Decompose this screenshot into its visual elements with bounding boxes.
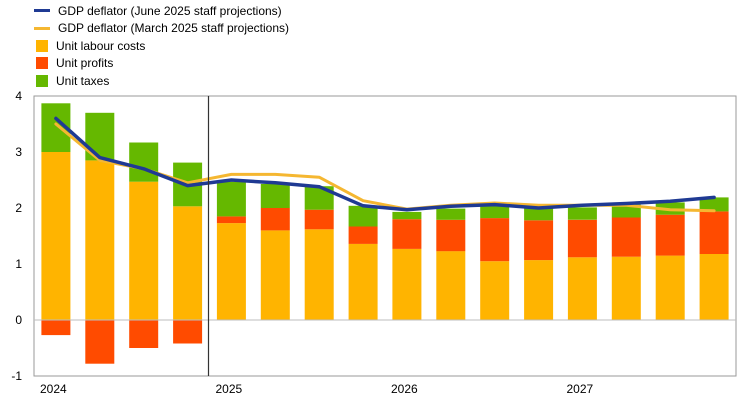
bar-unit-profits-2025Q3 [304, 209, 334, 230]
bar-unit-profits-2025Q4 [348, 226, 378, 244]
bar-unit-profits-2027Q1 [567, 219, 597, 258]
bar-unit-profits-2025Q2 [260, 208, 290, 231]
bar-unit-profits-2024Q3 [129, 320, 159, 348]
x-tick-label-2024: 2024 [40, 382, 67, 396]
x-tick-label-2025: 2025 [216, 382, 243, 396]
bar-unit-profits-2026Q1 [392, 219, 422, 249]
legend: GDP deflator (June 2025 staff projection… [34, 2, 289, 90]
y-tick-label: 4 [15, 89, 22, 103]
bar-unit-taxes-2025Q3 [304, 186, 334, 210]
bar-unit-profits-2027Q2 [611, 217, 641, 257]
bar-unit-profits-2027Q4 [699, 211, 729, 254]
bar-unit-labour-costs-2025Q2 [260, 230, 290, 320]
legend-item-march-deflator: GDP deflator (March 2025 staff projectio… [34, 20, 289, 38]
legend-item-unit-labour-costs: Unit labour costs [34, 37, 289, 55]
legend-label-unit-labour-costs: Unit labour costs [56, 38, 146, 53]
legend-swatch-unit-taxes [36, 74, 48, 87]
bar-unit-profits-2026Q4 [524, 220, 554, 261]
bar-unit-profits-2027Q3 [655, 214, 685, 256]
bar-unit-taxes-2027Q2 [611, 204, 641, 218]
bar-unit-taxes-2025Q4 [348, 205, 378, 227]
bar-unit-labour-costs-2025Q4 [348, 243, 378, 320]
bar-unit-taxes-2025Q1 [216, 181, 246, 217]
legend-label-june-deflator: GDP deflator (June 2025 staff projection… [58, 3, 282, 18]
bar-unit-taxes-2026Q3 [480, 205, 510, 219]
bar-unit-taxes-2025Q2 [260, 183, 290, 208]
legend-item-unit-profits: Unit profits [34, 55, 289, 73]
bar-unit-taxes-2027Q4 [699, 197, 729, 212]
bar-unit-labour-costs-2024Q3 [129, 181, 159, 320]
bar-unit-labour-costs-2026Q2 [436, 251, 466, 320]
line-gdp-deflator-june [54, 116, 716, 212]
bar-unit-profits-2025Q1 [216, 216, 246, 224]
y-tick-label: 2 [15, 201, 22, 215]
y-tick-label: 1 [15, 257, 22, 271]
y-tick-label: 0 [15, 313, 22, 327]
legend-swatch-unit-labour-costs [36, 39, 48, 52]
bar-unit-labour-costs-2026Q4 [524, 260, 554, 320]
bar-unit-taxes-2027Q1 [567, 207, 597, 220]
legend-label-march-deflator: GDP deflator (March 2025 staff projectio… [58, 21, 289, 36]
bar-unit-profits-2024Q2 [85, 320, 115, 364]
bar-unit-labour-costs-2026Q3 [480, 261, 510, 320]
plot-border [33, 95, 737, 377]
bar-unit-labour-costs-2024Q4 [173, 206, 203, 320]
bar-unit-labour-costs-2025Q3 [304, 229, 334, 320]
bar-unit-labour-costs-2024Q2 [85, 160, 115, 320]
x-tick-label-2026: 2026 [391, 382, 418, 396]
bar-unit-labour-costs-2027Q3 [655, 255, 685, 320]
y-tick-label: 3 [15, 145, 22, 159]
bar-unit-taxes-2026Q4 [524, 207, 554, 221]
bar-unit-profits-2024Q4 [173, 320, 203, 344]
legend-label-unit-profits: Unit profits [56, 56, 114, 71]
bar-unit-profits-2026Q3 [480, 218, 510, 262]
bar-unit-profits-2026Q2 [436, 219, 466, 252]
legend-item-unit-taxes: Unit taxes [34, 72, 289, 90]
bar-unit-profits-2024Q1 [41, 320, 71, 336]
x-tick-label-2027: 2027 [567, 382, 594, 396]
bar-unit-labour-costs-2027Q1 [567, 257, 597, 320]
legend-swatch-unit-profits [36, 57, 48, 70]
bar-unit-labour-costs-2025Q1 [216, 223, 246, 320]
bar-unit-taxes-2024Q3 [129, 142, 159, 182]
bar-unit-labour-costs-2026Q1 [392, 248, 422, 320]
bar-unit-labour-costs-2027Q4 [699, 253, 729, 320]
bar-unit-labour-costs-2024Q1 [41, 152, 71, 320]
y-tick-label: -1 [11, 369, 22, 383]
legend-swatch-march-deflator [34, 26, 50, 30]
bar-unit-labour-costs-2027Q2 [611, 256, 641, 320]
bar-unit-taxes-2026Q1 [392, 211, 422, 220]
legend-swatch-june-deflator [34, 9, 50, 13]
legend-label-unit-taxes: Unit taxes [56, 73, 110, 88]
legend-item-june-deflator: GDP deflator (June 2025 staff projection… [34, 2, 289, 20]
bar-unit-taxes-2026Q2 [436, 208, 466, 220]
